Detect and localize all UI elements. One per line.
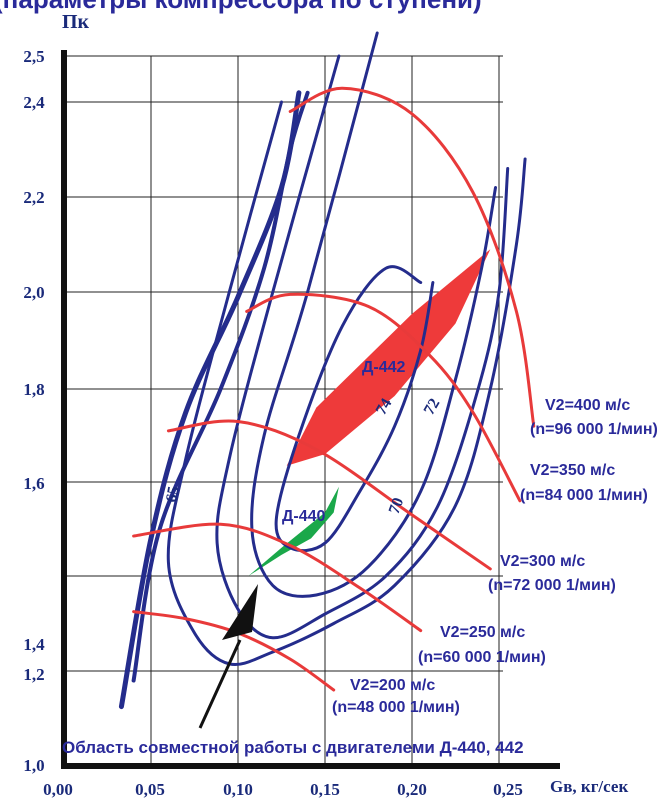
speed-line-3 bbox=[166, 419, 492, 571]
speed-label-n: (n=84 000 1/мин) bbox=[520, 487, 648, 504]
y-tick-label: 2,2 bbox=[23, 188, 44, 207]
speed-label-n: (n=96 000 1/мин) bbox=[530, 421, 658, 438]
speed-line-5 bbox=[288, 86, 536, 428]
speed-label-v: V2=200 м/с bbox=[350, 677, 435, 694]
efficiency-line-74 bbox=[274, 265, 435, 553]
y-tick-label: 1,8 bbox=[23, 380, 44, 399]
x-tick-label: 0,05 bbox=[135, 780, 165, 799]
speed-label-n: (n=48 000 1/мин) bbox=[332, 699, 460, 716]
speed-lines bbox=[132, 86, 536, 692]
y-tick-label: 1,4 bbox=[23, 635, 45, 654]
speed-line-4 bbox=[245, 292, 522, 503]
y-axis-title: Пк bbox=[62, 11, 90, 33]
speed-label-n: (n=60 000 1/мин) bbox=[418, 649, 546, 666]
efficiency-label: 65 bbox=[163, 485, 183, 504]
y-tick-label: 1,0 bbox=[23, 756, 44, 775]
arrow-shaft bbox=[198, 639, 242, 729]
efficiency-line-65b bbox=[131, 90, 310, 683]
arrow-head bbox=[222, 584, 258, 640]
y-tick-label: 2,4 bbox=[23, 93, 45, 112]
chart-header: (параметры компрессора по ступени) bbox=[0, 0, 482, 14]
x-tick-label: 0,15 bbox=[310, 780, 340, 799]
y-tick-label: 2,5 bbox=[23, 47, 44, 66]
efficiency-label: 70 bbox=[386, 496, 407, 517]
footer-text: Область совместной работы с двигателеми … bbox=[62, 738, 524, 757]
speed-label-v: V2=300 м/с bbox=[500, 553, 585, 570]
speed-label-v: V2=400 м/с bbox=[545, 397, 630, 414]
grid bbox=[64, 55, 503, 766]
efficiency-lines bbox=[118, 31, 527, 710]
region-d442 bbox=[286, 249, 491, 466]
speed-label-n: (n=72 000 1/мин) bbox=[488, 577, 616, 594]
x-tick-label: 0,10 bbox=[223, 780, 253, 799]
efficiency-line-70 bbox=[215, 54, 510, 640]
x-tick-label: 0,25 bbox=[493, 780, 523, 799]
efficiency-label: 74 bbox=[373, 396, 396, 418]
annotations: V2=200 м/с (n=48 000 1/мин) V2=250 м/с (n=6… bbox=[62, 359, 658, 757]
y-tick-label: 2,0 bbox=[23, 283, 44, 302]
operating-regions bbox=[248, 249, 491, 576]
x-axis-title: Gв, кг/сек bbox=[550, 777, 628, 796]
y-tick-label: 1,2 bbox=[23, 665, 44, 684]
efficiency-line-outer bbox=[166, 100, 527, 667]
y-tick-label: 1,6 bbox=[23, 474, 44, 493]
label-d440: Д-440 bbox=[282, 508, 326, 525]
speed-line-2 bbox=[132, 522, 423, 633]
efficiency-label: 72 bbox=[421, 396, 444, 418]
speed-label-v: V2=350 м/с bbox=[530, 462, 615, 479]
label-d442: Д-442 bbox=[362, 359, 406, 376]
x-tick-label: 0,20 bbox=[397, 780, 427, 799]
x-tick-label: 0,00 bbox=[43, 780, 73, 799]
speed-label-v: V2=250 м/с bbox=[440, 624, 525, 641]
efficiency-line-72 bbox=[250, 31, 498, 598]
axes: 1,0 1,2 1,4 1,6 1,8 2,0 2,2 2,4 2,5 0,00 0,05 0,10 0… bbox=[23, 11, 628, 799]
